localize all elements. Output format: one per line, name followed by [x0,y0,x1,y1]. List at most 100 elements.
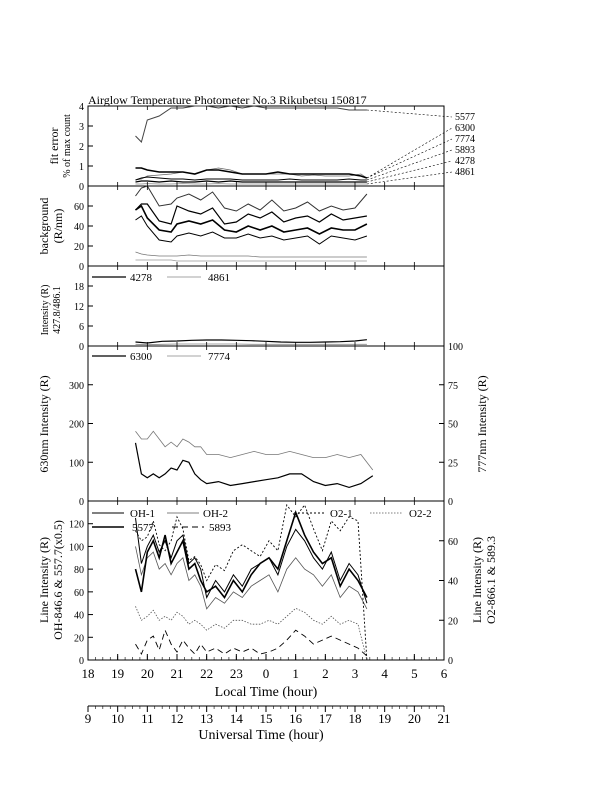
y-tick-label: 3 [79,122,84,133]
ut-x-tick-label: 13 [200,711,213,726]
red-legend: 6300 7774 [92,351,231,363]
ut-x-tick-label: 11 [141,711,154,726]
chart-marks: 0123402040600612180100200300025507510002… [69,102,463,726]
bg-ylabel-2: (R/nm) [51,209,65,244]
fit-series-7774 [135,167,368,179]
y-tick-label-right: 0 [448,497,453,508]
y-tick-label: 200 [69,420,84,431]
fit-connector [366,109,453,118]
local-x-tick-label: 18 [82,666,95,681]
y-tick-label-right: 25 [448,458,458,469]
bg-series-6300 [135,203,367,225]
y-tick-label: 100 [69,458,84,469]
bg-series-4278 [135,251,367,258]
fit-side-label: 7774 [455,134,475,145]
ut-x-tick-label: 15 [260,711,273,726]
y-tick-label: 0 [79,497,84,508]
y-tick-label-right: 60 [448,537,458,548]
legend-oh2: OH-2 [203,508,228,520]
bg-series-5893 [135,215,368,245]
fit-connector [366,160,453,183]
line-series-5893 [135,628,368,657]
y-tick-label: 18 [74,282,84,293]
y-tick-label: 0 [79,182,84,193]
line-ylabel-left-2: OH-846.6 & 557.7(x0.5) [51,520,65,640]
y-tick-label-right: 0 [448,656,453,667]
line-ylabel-right-2: O2-866.1 & 589.3 [484,536,498,624]
fit-side-label: 5577 [455,112,475,123]
ut-x-tick-label: 20 [408,711,421,726]
fit-ylabel-1: fit error [47,128,61,165]
y-tick-label-right: 50 [448,420,458,431]
y-tick-label: 40 [74,222,84,233]
y-tick-label: 12 [74,302,84,313]
y-tick-label: 20 [74,633,84,644]
ut-x-tick-label: 21 [438,711,451,726]
y-tick-label: 6 [79,322,84,333]
red-series-6300 [134,442,374,489]
y-tick-label: 300 [69,381,84,392]
line-series-5577 [134,509,368,599]
y-tick-label: 20 [74,242,84,253]
y-tick-label: 100 [69,542,84,553]
blue-ylabel-2: 427.8/486.1 [52,286,63,334]
y-tick-label: 2 [79,142,84,153]
y-tick-label: 1 [79,162,84,173]
fit-connector [366,127,453,179]
y-tick-label: 0 [79,262,84,273]
red-ylabel-right: 777nm Intensity (R) [475,375,489,472]
bg-series-7774 [135,204,368,235]
chart-title: Airglow Temperature Photometer No.3 Riku… [88,93,367,107]
ut-x-tick-label: 9 [85,711,92,726]
local-x-tick-label: 4 [381,666,388,681]
bg-series-5577 [135,185,368,212]
legend-o22: O2-2 [409,508,432,520]
y-tick-label-right: 40 [448,577,458,588]
local-x-tick-label: 3 [352,666,359,681]
panel-red-frame [87,345,445,502]
blue-series-4861 [135,343,367,346]
local-x-tick-label: 0 [263,666,270,681]
y-tick-label-right: 20 [448,616,458,627]
y-tick-label: 4 [79,102,84,113]
local-x-tick-label: 2 [322,666,329,681]
legend-o21: O2-1 [330,508,353,520]
fit-connector [366,171,453,185]
line-series-OH-2 [135,546,368,610]
ut-x-tick-label: 12 [171,711,184,726]
ut-x-tick-label: 18 [349,711,362,726]
legend-oh1: OH-1 [130,508,155,520]
local-x-tick-label: 19 [111,666,124,681]
y-tick-label-right: 75 [448,381,458,392]
local-x-tick-label: 1 [292,666,299,681]
y-tick-label-right: 100 [448,342,463,353]
y-tick-label: 120 [69,520,84,531]
legend-5577: 5577 [132,522,155,534]
local-x-tick-label: 21 [171,666,184,681]
legend-4278: 4278 [130,272,153,284]
y-tick-label: 80 [74,565,84,576]
local-x-tick-label: 22 [200,666,213,681]
blue-series-4278 [135,339,367,344]
legend-7774: 7774 [208,351,231,363]
fit-connector [366,138,453,179]
y-tick-label: 60 [74,202,84,213]
ut-x-tick-label: 10 [111,711,124,726]
red-ylabel-left: 630nm Intensity (R) [37,375,51,472]
fit-series-4278 [135,180,367,183]
legend-5893: 5893 [209,522,232,534]
line-ylabel-left-1: Line Intensity (R) [37,537,51,623]
bg-series-4861 [135,259,367,262]
fit-side-labels: 5577 6300 7774 5893 4278 4861 [455,112,475,178]
line-ylabel-right-1: Line Intensity (R) [470,537,484,623]
blue-ylabel-1: Intensity (R) [40,285,51,336]
line-series-O2-1 [135,503,368,661]
blue-legend: 4278 4861 [92,272,230,284]
bg-ylabel-1: background [37,198,51,255]
y-tick-label: 0 [79,342,84,353]
fit-series-5577 [135,105,367,143]
fit-side-label: 4278 [455,156,475,167]
local-time-label: Local Time (hour) [215,685,318,700]
legend-4861: 4861 [208,272,230,284]
